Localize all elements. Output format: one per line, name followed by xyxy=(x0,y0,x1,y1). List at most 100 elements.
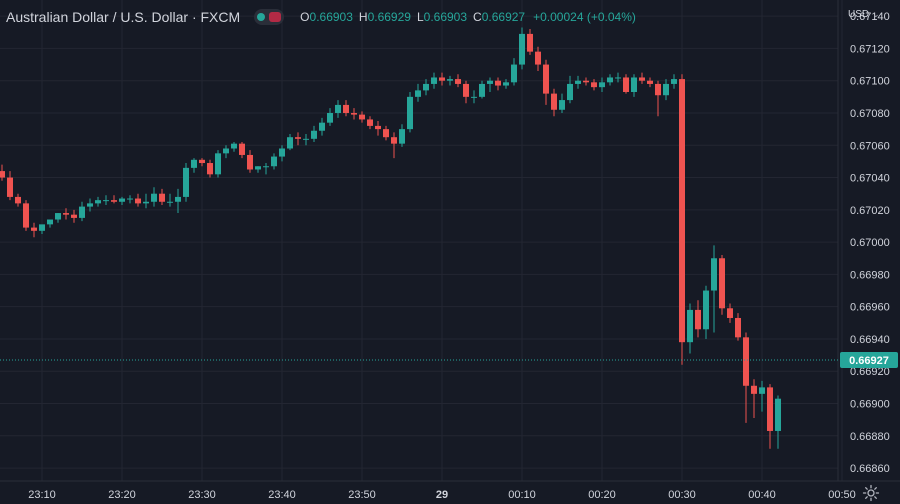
price-change: +0.00024 (+0.04%) xyxy=(533,10,636,24)
candle-body xyxy=(279,148,285,157)
candle-body xyxy=(319,122,325,131)
candle-body xyxy=(423,83,429,91)
candle-body xyxy=(215,153,221,175)
candle-body xyxy=(95,200,101,204)
candle xyxy=(703,285,709,339)
candle xyxy=(327,108,333,126)
candle xyxy=(143,193,149,209)
candle xyxy=(239,142,245,159)
candle-body xyxy=(735,317,741,338)
candle-body xyxy=(399,129,405,144)
candle-body xyxy=(519,33,525,65)
market-open-icon xyxy=(257,13,266,21)
price-tick-label: 0.67000 xyxy=(850,237,890,249)
market-status-toggle[interactable] xyxy=(254,9,285,25)
candle-body xyxy=(55,213,61,220)
candle xyxy=(255,166,261,173)
candle xyxy=(95,196,101,207)
candle xyxy=(591,79,597,91)
candle-body xyxy=(487,80,493,84)
candle xyxy=(23,200,29,231)
candle xyxy=(519,27,525,70)
candle xyxy=(487,77,493,93)
candle xyxy=(135,193,141,207)
candle xyxy=(767,384,773,449)
candle xyxy=(711,245,717,333)
candle xyxy=(263,163,269,175)
candle-body xyxy=(151,193,157,202)
candle xyxy=(415,83,421,102)
candle xyxy=(223,145,229,159)
candle-body xyxy=(671,79,677,84)
price-axis[interactable]: 0.67140 0.67120 0.67100 0.67080 0.67060 0.670… xyxy=(837,0,890,481)
time-tick-label: 23:20 xyxy=(108,489,136,501)
candle-body xyxy=(575,80,581,84)
candle xyxy=(271,153,277,170)
time-tick-label: 00:30 xyxy=(668,489,696,501)
candle-body xyxy=(359,114,365,120)
candle xyxy=(583,77,589,86)
candle-body xyxy=(199,159,205,164)
candle-body xyxy=(679,79,685,343)
currency-label: USD xyxy=(848,8,870,20)
candle xyxy=(303,133,309,146)
candle xyxy=(359,111,365,123)
candle xyxy=(47,219,53,228)
candle xyxy=(7,171,13,201)
candle xyxy=(15,193,21,207)
candle xyxy=(575,75,581,89)
price-tick-label: 0.66960 xyxy=(850,302,890,314)
candle xyxy=(639,72,645,84)
candle xyxy=(607,74,613,86)
candle-body xyxy=(351,112,357,115)
candle-body xyxy=(759,387,765,394)
candle xyxy=(79,201,85,222)
candle-body xyxy=(343,104,349,113)
candle-body xyxy=(79,206,85,218)
candle-body xyxy=(687,309,693,343)
candle-body xyxy=(503,82,509,86)
candle-body xyxy=(599,82,605,88)
candle xyxy=(471,90,477,104)
candle xyxy=(383,125,389,141)
candle xyxy=(127,195,133,204)
candle-body xyxy=(255,166,261,170)
time-axis[interactable]: 23:10 23:20 23:30 23:40 23:50 29 00:10 00:20 00:… xyxy=(0,480,900,501)
alert-icon xyxy=(269,12,282,22)
time-tick-label: 29 xyxy=(436,489,448,501)
candle xyxy=(695,300,701,338)
price-tick-label: 0.67140 xyxy=(850,11,890,23)
price-tick-label: 0.67040 xyxy=(850,173,890,185)
candle-body xyxy=(295,137,301,139)
gear-icon[interactable] xyxy=(862,484,880,502)
candle xyxy=(207,159,213,178)
candle-body xyxy=(623,77,629,93)
candle xyxy=(399,124,405,147)
candle-body xyxy=(7,177,13,197)
candle xyxy=(623,74,629,94)
candle-body xyxy=(39,224,45,231)
candle-body xyxy=(447,79,453,81)
currency-selector[interactable]: USD ⌄ xyxy=(848,6,880,22)
candle-body xyxy=(615,77,621,79)
candle-body xyxy=(479,83,485,97)
candle xyxy=(631,74,637,97)
candle xyxy=(63,208,69,220)
time-tick-label: 23:40 xyxy=(268,489,296,501)
candle xyxy=(391,132,397,159)
candle-body xyxy=(87,203,93,207)
candle-body xyxy=(159,193,165,202)
price-tick-label: 0.67080 xyxy=(850,108,890,120)
price-tick-label: 0.67100 xyxy=(850,76,890,88)
candle-body xyxy=(607,77,613,83)
candle xyxy=(159,188,165,205)
candle-body xyxy=(103,200,109,202)
candle xyxy=(367,116,373,130)
candle-body xyxy=(663,83,669,96)
candle-body xyxy=(639,77,645,81)
candle xyxy=(687,303,693,354)
candle-body xyxy=(327,112,333,123)
candle-body xyxy=(223,148,229,154)
symbol-title[interactable]: Australian Dollar / U.S. Dollar · FXCM xyxy=(6,9,241,25)
